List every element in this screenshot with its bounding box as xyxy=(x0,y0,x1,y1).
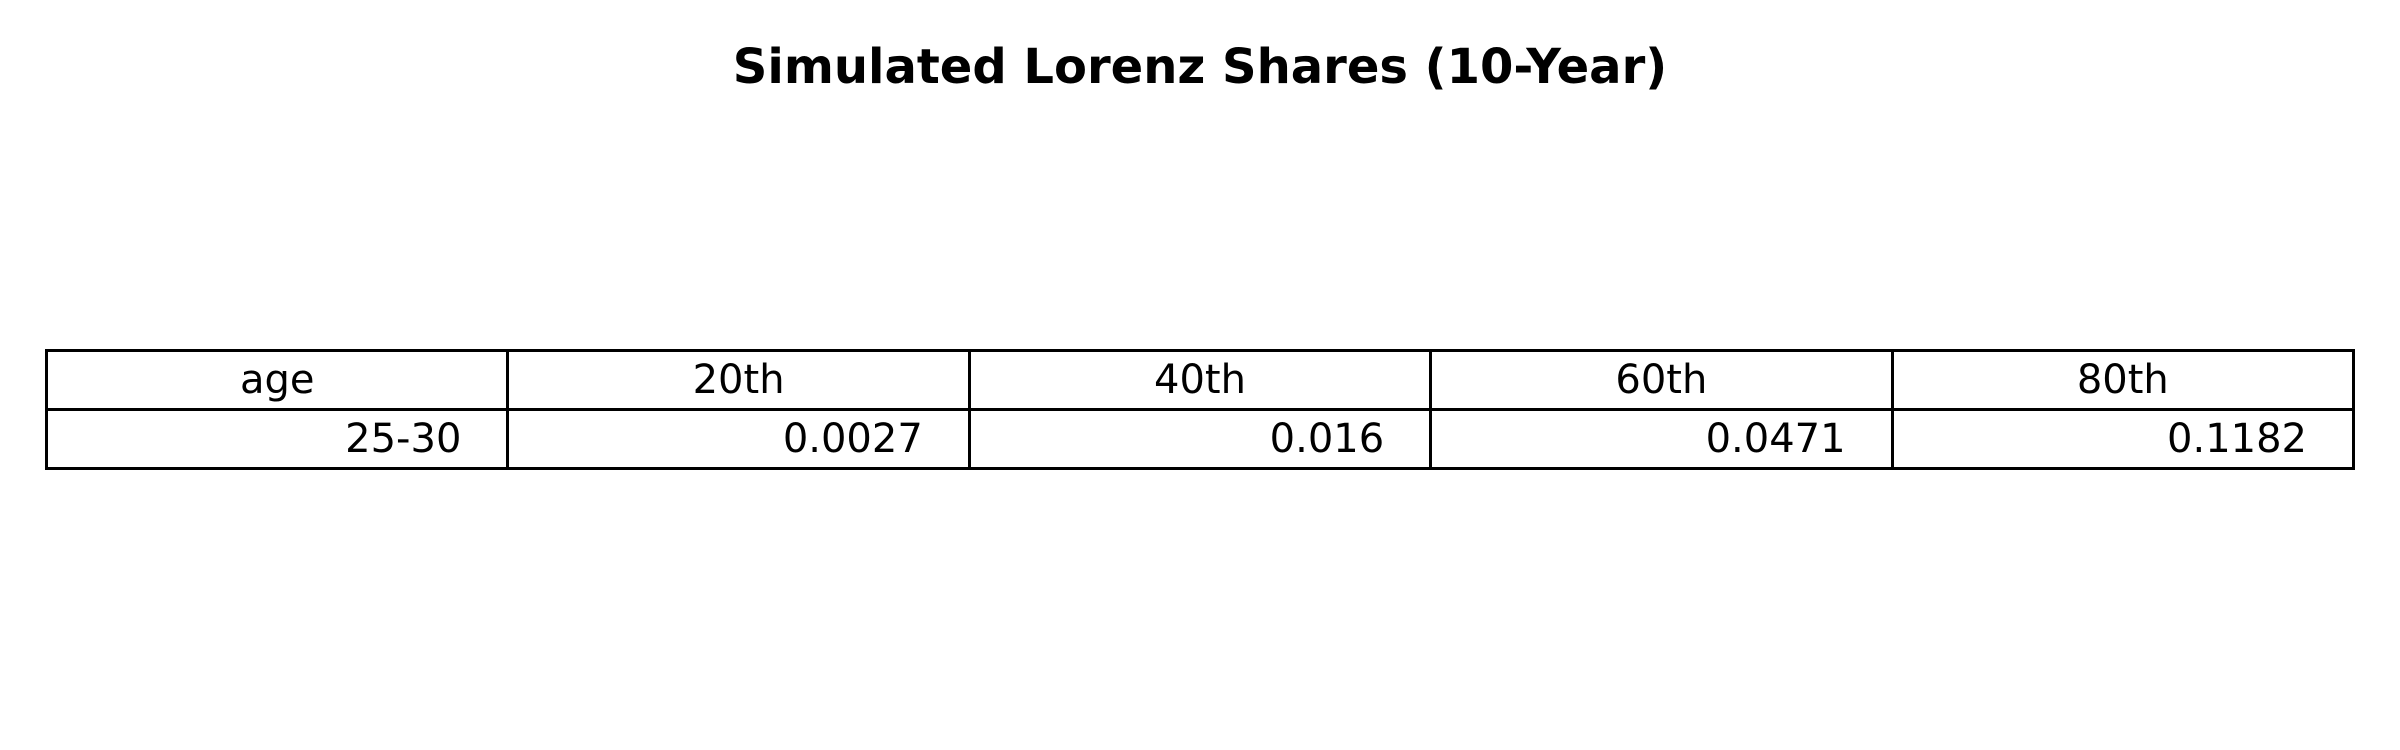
cell-age: 25-30 xyxy=(44,408,510,470)
cell-80th: 0.1182 xyxy=(1890,408,2356,470)
cell-20th: 0.0027 xyxy=(506,408,971,470)
column-header-60th: 60th xyxy=(1429,349,1894,411)
lorenz-shares-table: age 20th 40th 60th 80th 25-30 0.0027 0.0… xyxy=(44,349,2356,470)
column-header-40th: 40th xyxy=(967,349,1433,411)
cell-60th: 0.0471 xyxy=(1429,408,1894,470)
chart-title: Simulated Lorenz Shares (10-Year) xyxy=(732,39,1668,95)
column-header-80th: 80th xyxy=(1890,349,2356,411)
column-header-age: age xyxy=(44,349,510,411)
table-row: 25-30 0.0027 0.016 0.0471 0.1182 xyxy=(44,408,2356,470)
column-header-20th: 20th xyxy=(506,349,971,411)
table-header-row: age 20th 40th 60th 80th xyxy=(44,349,2356,411)
cell-40th: 0.016 xyxy=(967,408,1433,470)
